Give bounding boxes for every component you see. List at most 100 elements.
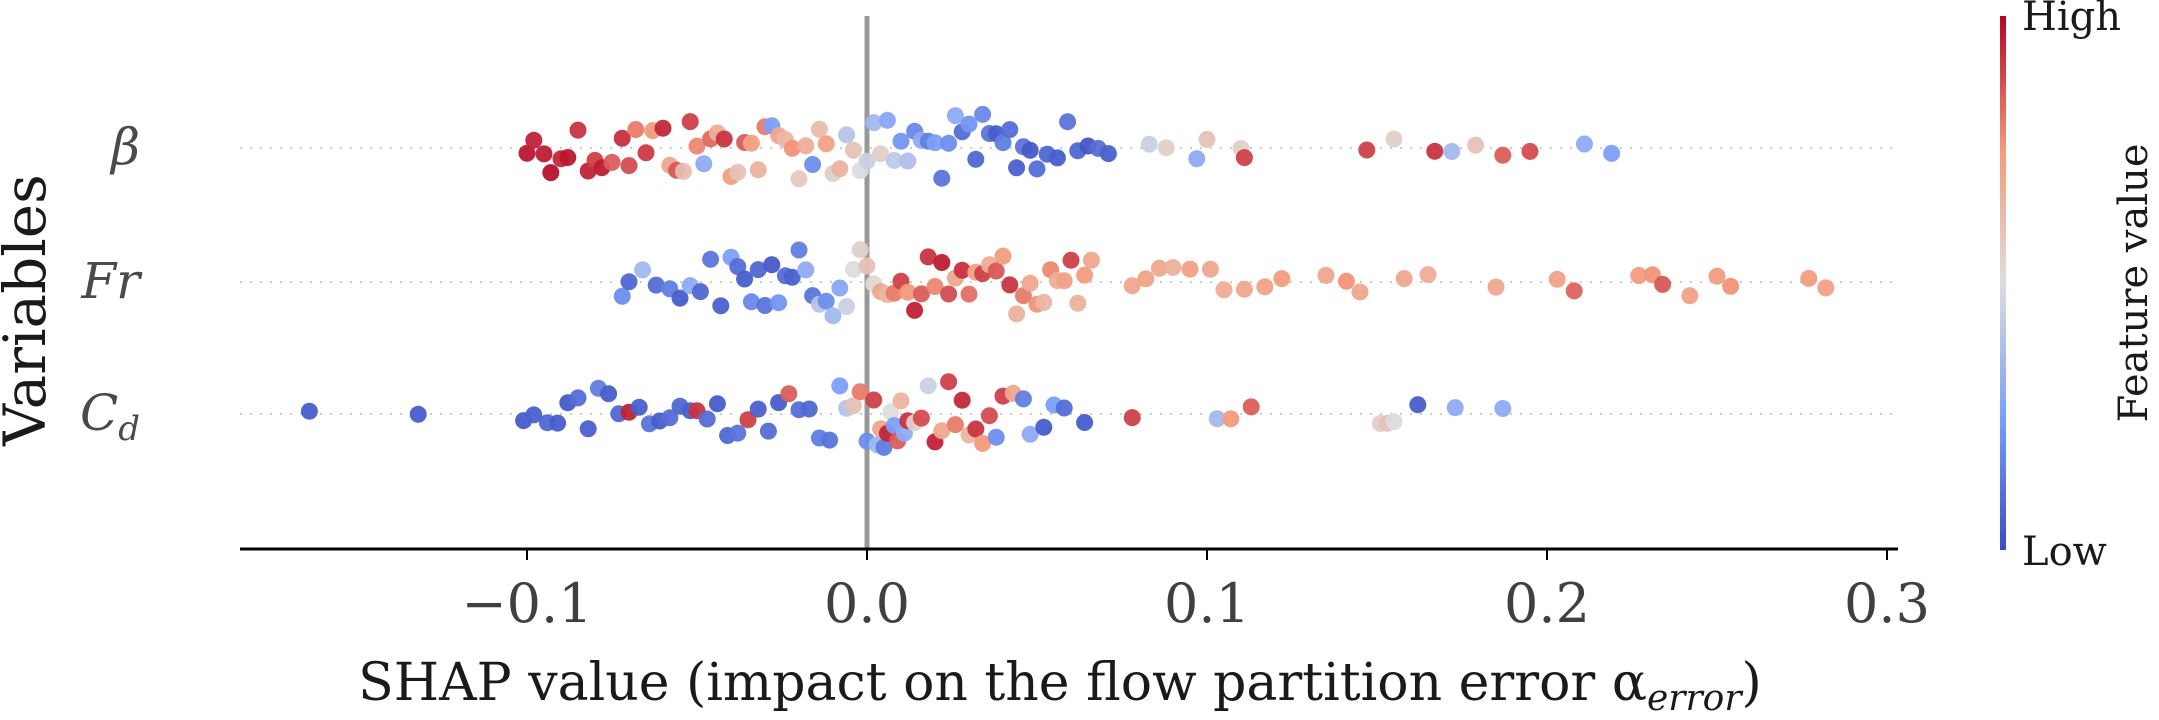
shap-point	[940, 134, 958, 152]
shap-point	[637, 144, 655, 162]
shap-point	[838, 298, 856, 315]
shap-point	[824, 307, 842, 325]
shap-point	[967, 150, 985, 168]
xtick-label: 0.2	[1504, 572, 1590, 635]
shap-point	[1055, 399, 1073, 417]
shap-point	[1235, 149, 1253, 167]
shap-point	[1201, 260, 1219, 278]
ytick-label-subscript: d	[118, 409, 140, 449]
shap-point	[1654, 275, 1672, 293]
shap-point	[729, 258, 747, 276]
shap-point	[1337, 272, 1355, 290]
shap-point	[1681, 287, 1699, 305]
shap-point	[1188, 150, 1206, 168]
shap-point	[535, 145, 553, 163]
shap-point	[1035, 293, 1053, 311]
y-axis-feature-labels: β Fr Cd	[80, 118, 143, 449]
shap-point	[875, 438, 893, 456]
shap-point	[831, 160, 849, 178]
shap-point	[912, 285, 930, 303]
shap-point	[780, 385, 798, 403]
beeswarm-points	[300, 105, 1835, 456]
shap-point	[844, 141, 862, 159]
shap-point	[756, 297, 774, 314]
shap-point	[569, 121, 587, 139]
shap-point	[1028, 160, 1046, 178]
shap-point	[1317, 266, 1335, 284]
shap-point	[749, 161, 767, 179]
shap-point	[749, 400, 767, 418]
shap-point	[620, 157, 638, 175]
shap-point	[1487, 278, 1505, 296]
shap-point	[688, 137, 706, 155]
shap-point	[1014, 287, 1032, 305]
shap-point	[1603, 144, 1621, 162]
shap-point	[865, 391, 883, 409]
shap-point	[1494, 146, 1512, 164]
shap-point	[1208, 410, 1226, 428]
shap-point	[892, 132, 910, 150]
shap-point	[763, 256, 781, 274]
shap-point	[1001, 276, 1019, 294]
shap-point	[1800, 269, 1818, 287]
shap-point	[882, 403, 900, 421]
shap-point	[1443, 143, 1461, 160]
shap-point	[946, 416, 964, 434]
shap-point	[933, 169, 951, 187]
shap-point	[1150, 259, 1168, 277]
shap-point	[953, 391, 971, 409]
shap-point	[885, 151, 903, 169]
shap-point	[708, 395, 726, 413]
ytick-label-main: Fr	[80, 252, 143, 310]
shap-point	[1215, 281, 1233, 299]
shap-point	[1198, 130, 1216, 148]
shap-point	[831, 377, 849, 395]
shap-point	[797, 261, 815, 279]
shap-point	[919, 248, 937, 266]
shap-point	[1035, 418, 1053, 436]
shap-point	[1395, 270, 1413, 288]
shap-point	[712, 297, 730, 315]
xtick-label: 0.0	[824, 572, 910, 635]
shap-point	[974, 434, 992, 452]
shap-point	[953, 261, 971, 279]
shap-point	[1409, 396, 1427, 414]
shap-point	[1817, 279, 1835, 297]
shap-point	[613, 287, 631, 305]
shap-point	[844, 260, 862, 278]
shap-point	[1358, 141, 1376, 159]
shap-point	[671, 289, 689, 307]
shap-point	[1419, 266, 1437, 284]
shap-point	[790, 170, 808, 188]
shap-point	[569, 389, 587, 407]
shap-point	[1076, 414, 1094, 431]
shap-point	[960, 115, 978, 133]
shap-point	[844, 397, 862, 415]
shap-point	[790, 241, 808, 259]
shap-point	[549, 414, 567, 432]
shap-point	[1256, 278, 1274, 296]
shap-point	[1021, 425, 1039, 443]
shap-point	[912, 409, 930, 427]
xtick-label: 0.1	[1164, 572, 1250, 635]
shap-point	[926, 278, 944, 295]
shap-point	[681, 113, 699, 131]
colorbar-gradient	[2000, 16, 2006, 550]
shap-point	[980, 407, 998, 425]
x-axis-label: SHAP value (impact on the flow partition…	[358, 653, 1762, 719]
shap-point	[739, 411, 757, 429]
shap-point	[851, 241, 869, 259]
ytick-label: β	[109, 118, 140, 176]
shap-point	[899, 152, 917, 170]
shap-point	[647, 276, 665, 294]
shap-point	[987, 262, 1005, 280]
shap-point	[1630, 267, 1648, 284]
shap-point	[770, 294, 788, 312]
shap-point	[878, 111, 896, 129]
shap-point	[1059, 113, 1077, 131]
shap-point	[817, 135, 835, 153]
shap-point	[987, 428, 1005, 446]
shap-point	[542, 164, 560, 182]
shap-point	[729, 424, 747, 442]
shap-point	[974, 105, 992, 123]
